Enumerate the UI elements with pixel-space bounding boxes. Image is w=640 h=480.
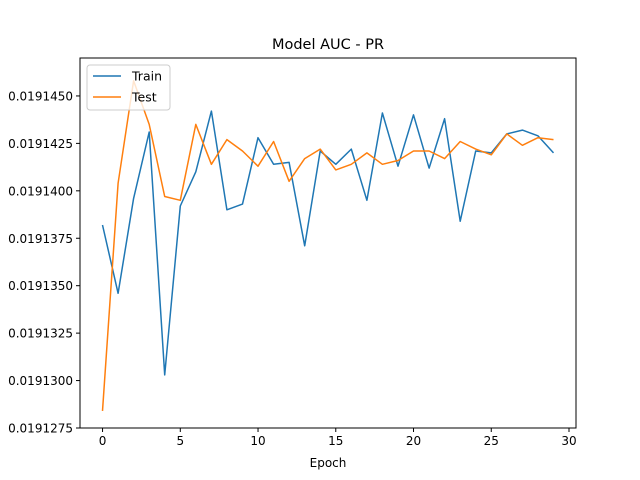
- chart-title: Model AUC - PR: [272, 37, 384, 53]
- y-tick-label: 0.0191300: [8, 374, 73, 388]
- series-line-train: [101, 110, 555, 376]
- y-tick-label: 0.0191375: [8, 232, 73, 246]
- series-line-test: [101, 80, 554, 411]
- legend-label-train: Train: [131, 69, 162, 84]
- y-tick-label: 0.0191425: [8, 137, 73, 151]
- y-tick-label: 0.0191400: [8, 184, 73, 198]
- y-tick-label: 0.0191275: [8, 422, 73, 436]
- y-tick-label: 0.0191350: [8, 279, 73, 293]
- x-tick-label: 30: [561, 434, 576, 448]
- x-tick-label: 0: [99, 434, 107, 448]
- series-layer: [101, 80, 555, 411]
- legend: Train Test: [86, 64, 171, 111]
- y-axis: 0.0191275 0.0191300 0.0191325 0.0191350 0.01…: [8, 89, 80, 436]
- x-tick-label: 25: [484, 434, 499, 448]
- y-tick-label: 0.0191450: [8, 89, 73, 103]
- x-tick-label: 10: [250, 434, 265, 448]
- x-tick-label: 15: [328, 434, 343, 448]
- x-tick-label: 20: [406, 434, 421, 448]
- axes-frame: [79, 57, 577, 429]
- x-axis: 0 5 10 15 20 25 30: [99, 428, 577, 448]
- x-axis-label: Epoch: [310, 456, 347, 470]
- legend-label-test: Test: [131, 90, 157, 105]
- y-tick-label: 0.0191325: [8, 327, 73, 341]
- x-tick-label: 5: [176, 434, 184, 448]
- plot-area: [79, 57, 577, 429]
